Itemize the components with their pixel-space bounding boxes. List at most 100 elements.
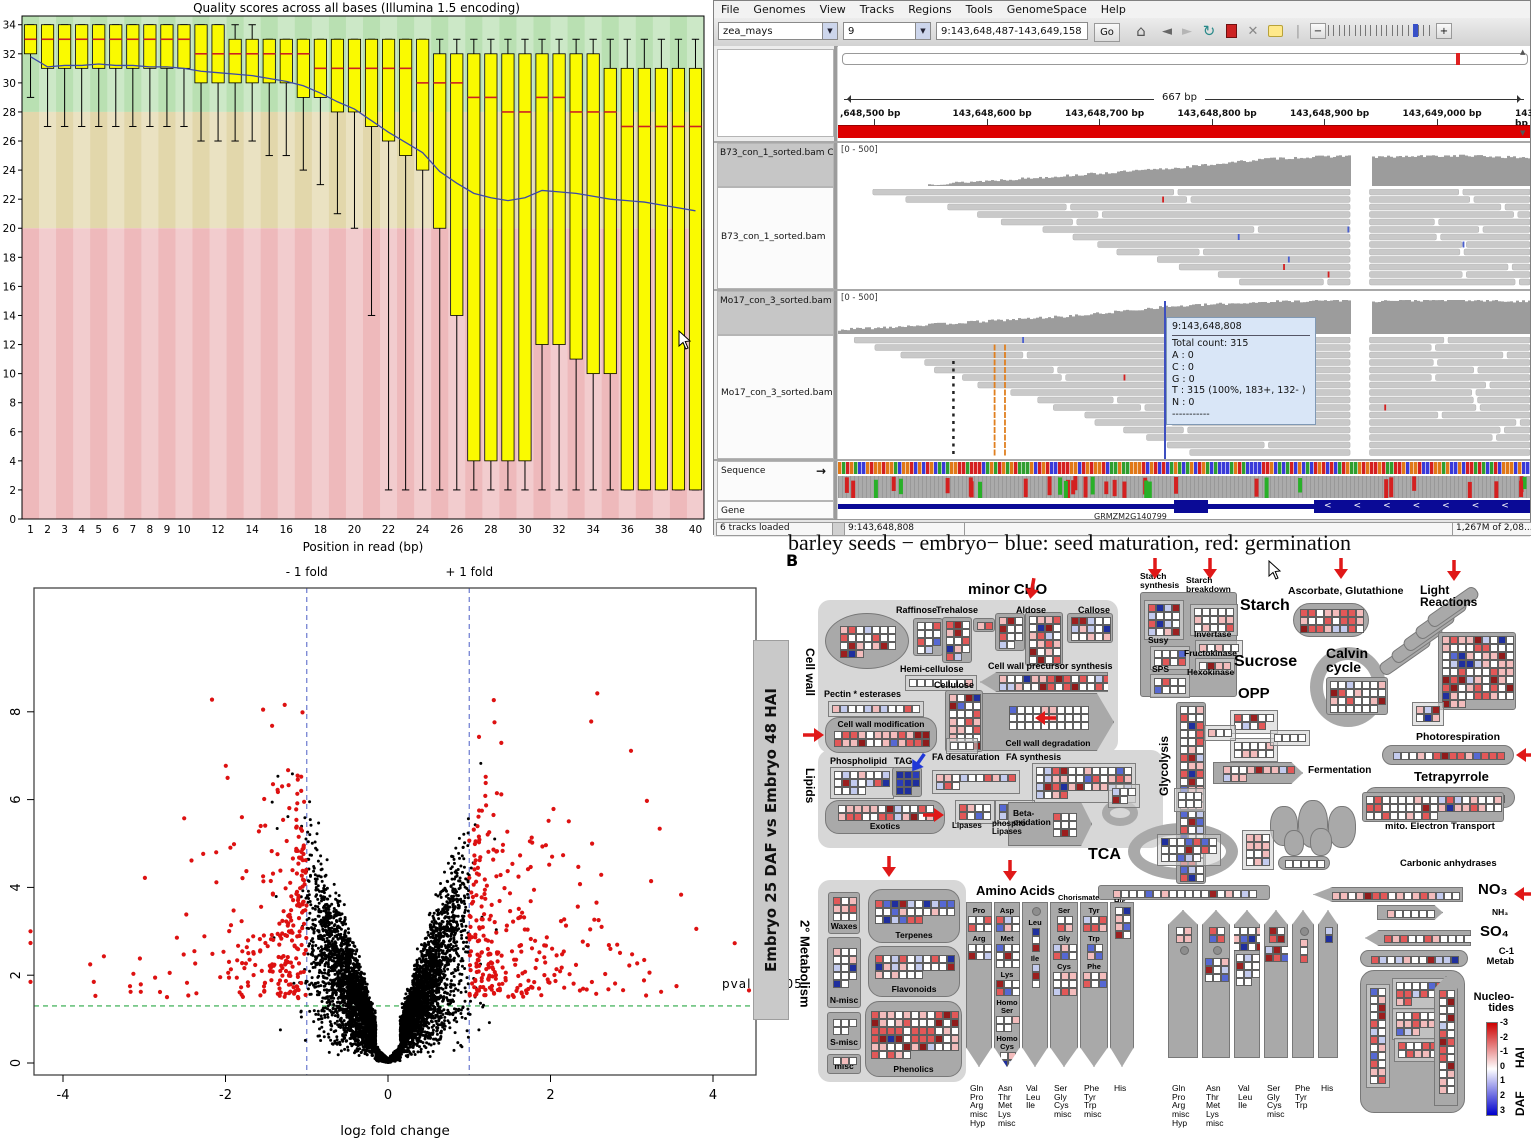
home-icon[interactable]: ⌂	[1136, 22, 1146, 40]
heat-tile	[1112, 796, 1120, 804]
chromosome-ideogram[interactable]	[842, 53, 1528, 65]
heat-tile	[934, 1034, 943, 1043]
pathway-label: Glycolysis	[1157, 735, 1171, 796]
heat-tile	[910, 1026, 919, 1035]
heat-tile	[1103, 675, 1108, 683]
zoom-slider[interactable]	[1328, 24, 1432, 37]
heat-tile	[1169, 846, 1177, 854]
heat-tile	[939, 899, 947, 908]
heat-tile	[983, 804, 991, 812]
heat-tile	[1023, 683, 1031, 691]
menu-regions[interactable]: Regions	[908, 3, 952, 16]
pathway-box	[1278, 856, 1330, 870]
pathway-box	[913, 618, 943, 656]
pathway-box	[892, 767, 922, 797]
svg-text:24: 24	[3, 165, 17, 177]
genome-select[interactable]: zea_mays ▼	[718, 22, 838, 40]
heat-tile	[1338, 681, 1346, 689]
chromosome-select[interactable]: 9 ▼	[843, 22, 931, 40]
heat-tile	[1482, 676, 1490, 684]
heat-tile	[1234, 935, 1240, 943]
heat-tile	[1346, 705, 1354, 713]
chevron-down-icon[interactable]: ▼	[915, 23, 930, 39]
heat-tile	[1188, 778, 1196, 786]
track-label-mo17-coverage[interactable]: Mo17_con_3_sorted.bam Coverage	[717, 291, 834, 335]
heat-tile	[1422, 812, 1430, 820]
amino-acid-label: Ser	[1057, 906, 1071, 915]
heat-tile	[1124, 767, 1132, 775]
track-label-b73-reads[interactable]: B73_con_1_sorted.bam	[717, 187, 834, 289]
heat-tile	[1076, 775, 1084, 783]
heat-tile	[1029, 656, 1037, 664]
menu-genomespace[interactable]: GenomeSpace	[1006, 3, 1087, 16]
heat-tile	[1378, 1060, 1386, 1068]
svg-text:32: 32	[3, 49, 16, 61]
menu-file[interactable]: File	[721, 3, 740, 16]
heat-tile	[1364, 891, 1372, 900]
zoom-in-button[interactable]: +	[1436, 23, 1452, 39]
pathway-label: TCA	[1088, 846, 1121, 863]
locus-input[interactable]: 9:143,648,487-143,649,158	[936, 22, 1088, 40]
menu-help[interactable]: Help	[1100, 3, 1126, 16]
heat-tile	[1012, 916, 1020, 924]
heat-tile	[833, 972, 841, 980]
go-button[interactable]: Go	[1094, 23, 1120, 42]
heat-tile	[1196, 778, 1204, 786]
heat-tile	[1474, 692, 1482, 700]
scroll-down-icon[interactable]: ▼	[1520, 129, 1526, 137]
menu-tracks[interactable]: Tracks	[859, 3, 895, 16]
track-label-gene[interactable]: Gene	[717, 501, 834, 519]
menu-tools[interactable]: Tools	[965, 3, 993, 16]
tooltip-bubble-icon[interactable]	[1266, 22, 1284, 40]
menu-view[interactable]: View	[819, 3, 846, 16]
zoom-out-button[interactable]: −	[1310, 23, 1326, 39]
resize-tool-icon[interactable]: ✕	[1247, 23, 1259, 39]
heat-tile	[1015, 675, 1023, 683]
igv-splitter[interactable]	[834, 46, 837, 519]
heat-tile	[1439, 1054, 1447, 1062]
refresh-icon[interactable]: ↻	[1202, 22, 1216, 40]
heat-tile	[891, 907, 899, 916]
heat-tile	[880, 626, 888, 634]
heat-tile	[1498, 668, 1506, 676]
menu-genomes[interactable]: Genomes	[753, 3, 806, 16]
heat-tile	[976, 944, 984, 952]
heat-tile	[878, 1018, 887, 1027]
heat-tile	[1169, 889, 1177, 898]
heat-tile	[1076, 783, 1084, 791]
heat-tile	[962, 637, 970, 645]
heat-tile	[1055, 675, 1063, 683]
heat-tile	[915, 963, 923, 971]
track-label-sequence[interactable]: Sequence →	[717, 461, 834, 501]
heat-tile	[1188, 762, 1196, 770]
back-icon[interactable]: ◄	[1162, 23, 1172, 39]
sequence-strand-arrow-icon[interactable]: →	[816, 464, 827, 478]
svg-text:4: 4	[9, 456, 16, 468]
amino-acid-label: Leu	[1028, 918, 1042, 927]
heat-tile	[866, 779, 874, 787]
heat-tile	[874, 739, 882, 747]
region-tool-icon[interactable]	[1222, 22, 1240, 40]
legend-hai-label: HAI	[1513, 1047, 1527, 1068]
zoom-slider-thumb[interactable]	[1413, 24, 1418, 37]
read-bar	[1440, 233, 1530, 241]
heat-tile	[1256, 935, 1260, 943]
track-label-mo17-reads[interactable]: Mo17_con_3_sorted.bam	[717, 335, 834, 459]
heat-tile	[1201, 846, 1209, 854]
heat-tile	[949, 679, 957, 687]
read-bar	[947, 203, 1067, 211]
heat-tile	[915, 971, 923, 979]
read-bar	[1435, 374, 1530, 381]
heat-tile	[1156, 604, 1164, 612]
heat-tile	[939, 907, 947, 916]
scroll-up-icon[interactable]: ▲	[1520, 48, 1526, 56]
read-bar	[1157, 256, 1351, 263]
chevron-down-icon[interactable]: ▼	[822, 23, 837, 39]
heat-tile	[832, 705, 840, 713]
heat-tile	[1279, 766, 1287, 774]
forward-icon[interactable]: ►	[1182, 23, 1192, 39]
heat-tile	[1464, 935, 1471, 943]
heat-tile	[1199, 662, 1207, 670]
track-label-b73-coverage[interactable]: B73_con_1_sorted.bam Coverage	[717, 143, 834, 187]
heat-tile	[834, 787, 842, 795]
